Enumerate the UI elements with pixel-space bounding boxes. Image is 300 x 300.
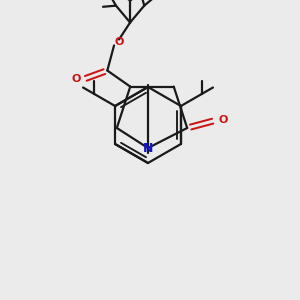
Text: O: O [218,115,228,125]
Text: N: N [143,142,153,154]
Text: O: O [71,74,81,84]
Text: O: O [114,38,124,47]
